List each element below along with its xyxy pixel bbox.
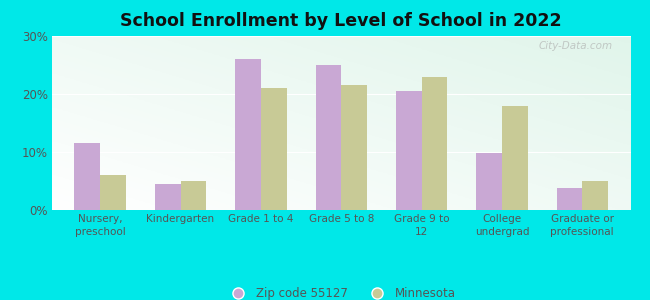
Bar (502, 106, 528, 210)
Bar (582, 181, 608, 210)
Bar (261, 88, 287, 210)
Bar (396, 91, 422, 210)
Bar (556, 188, 582, 210)
Bar (341, 85, 367, 210)
Bar (422, 76, 447, 210)
Bar (100, 175, 126, 210)
Legend: Zip code 55127, Minnesota: Zip code 55127, Minnesota (222, 283, 461, 300)
Bar (315, 65, 341, 210)
Bar (235, 59, 261, 210)
Bar (476, 153, 502, 210)
Bar (181, 181, 206, 210)
Title: School Enrollment by Level of School in 2022: School Enrollment by Level of School in … (120, 12, 562, 30)
Bar (155, 184, 181, 210)
Bar (75, 143, 100, 210)
Text: City-Data.com: City-Data.com (539, 41, 613, 51)
